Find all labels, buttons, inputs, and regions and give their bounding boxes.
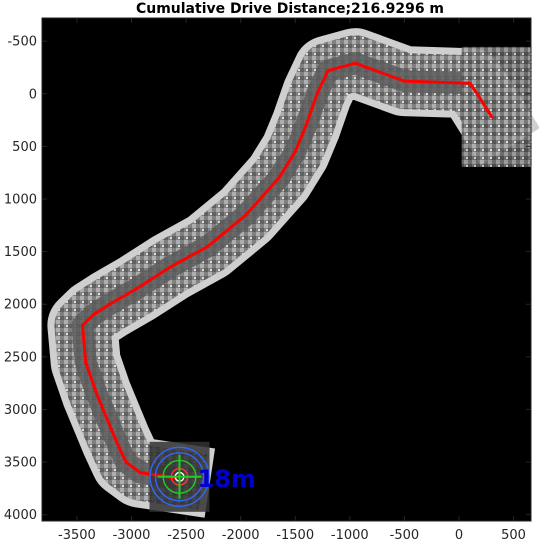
drive-path-point bbox=[468, 81, 472, 85]
drive-path-point bbox=[277, 176, 281, 180]
drive-path-point bbox=[293, 150, 297, 154]
x-tick-label: -500 bbox=[390, 528, 420, 543]
drive-path-point bbox=[490, 115, 494, 119]
drive-path-point bbox=[94, 392, 99, 396]
y-tick-label: 2500 bbox=[4, 350, 37, 365]
drive-path-point bbox=[353, 61, 357, 65]
drive-path-point bbox=[105, 418, 110, 422]
y-tick-label: 4000 bbox=[4, 508, 37, 523]
drive-path-point bbox=[304, 123, 308, 127]
y-tick-label: 0 bbox=[29, 87, 37, 102]
x-tick-label: -3000 bbox=[113, 528, 151, 543]
x-tick-label: 0 bbox=[455, 528, 463, 543]
x-tick-label: -1500 bbox=[276, 528, 314, 543]
x-tick-label: -2000 bbox=[222, 528, 260, 543]
x-tick-label: 500 bbox=[501, 528, 526, 543]
y-tick-label: 500 bbox=[12, 140, 37, 155]
drive-path-line bbox=[80, 61, 493, 480]
x-tick-label: -2500 bbox=[167, 528, 205, 543]
y-tick-label: 1000 bbox=[4, 192, 37, 207]
drive-path-point bbox=[80, 323, 84, 327]
terrain-patch bbox=[461, 46, 532, 167]
y-tick-label: 2000 bbox=[4, 298, 37, 313]
drive-path-point bbox=[206, 244, 210, 248]
y-tick-label: 3500 bbox=[4, 456, 37, 471]
range-ring bbox=[154, 452, 205, 502]
range-ring bbox=[149, 446, 210, 507]
drive-path-point bbox=[135, 286, 139, 291]
drive-path-point bbox=[477, 94, 481, 98]
drive-path-point bbox=[244, 213, 248, 217]
drive-path-point bbox=[84, 360, 88, 364]
drive-path-point bbox=[114, 439, 118, 443]
axes-box bbox=[41, 17, 532, 522]
drive-path-point bbox=[124, 460, 128, 464]
y-tick-label: -500 bbox=[7, 35, 37, 50]
drive-path-point bbox=[326, 69, 330, 73]
ring-distance-label: 18m bbox=[198, 465, 256, 493]
chart-title: Cumulative Drive Distance;216.9296 m bbox=[136, 1, 444, 17]
y-tick-label: 1500 bbox=[4, 245, 37, 260]
drive-path-point bbox=[91, 313, 95, 317]
drive-path-point bbox=[402, 79, 406, 83]
drive-path-point bbox=[315, 92, 319, 96]
drive-path-point bbox=[108, 302, 112, 306]
drive-path-point bbox=[138, 470, 142, 475]
x-tick-label: -1000 bbox=[331, 528, 369, 543]
y-tick-label: 3000 bbox=[4, 403, 37, 418]
drive-path-point bbox=[168, 265, 172, 269]
x-tick-label: -3500 bbox=[58, 528, 96, 543]
